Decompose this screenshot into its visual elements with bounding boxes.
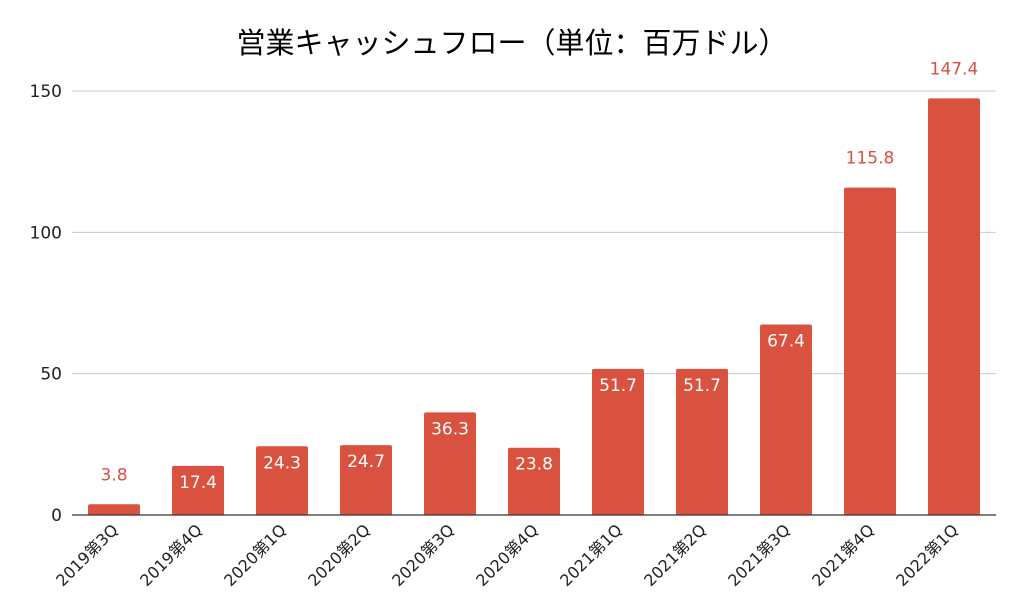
data-label: 24.3 [263,453,301,473]
data-label: 24.7 [347,452,385,472]
data-label: 147.4 [930,59,979,79]
x-tick-label: 2019第4Q [136,520,206,590]
bar [760,324,812,515]
y-tick-label: 150 [30,82,62,102]
y-axis: 0 50 100 150 [30,82,62,526]
y-tick-label: 100 [30,223,62,243]
data-label: 115.8 [846,149,895,169]
data-label: 36.3 [431,419,469,439]
bar [676,368,728,515]
x-tick-label: 2021第3Q [724,520,794,590]
x-tick-label: 2020第2Q [304,520,374,590]
x-tick-label: 2019第3Q [52,520,122,590]
data-label: 51.7 [599,376,637,396]
bars [88,98,980,515]
bar [88,504,140,515]
bar [172,465,224,515]
data-label: 23.8 [515,455,553,475]
bar [928,98,980,515]
bar [340,445,392,515]
x-tick-label: 2020第3Q [388,520,458,590]
chart-title: 営業キャッシュフロー（単位：百万ドル） [236,26,787,60]
bar [592,368,644,515]
bar [256,446,308,515]
x-tick-label: 2021第2Q [640,520,710,590]
x-axis: 2019第3Q 2019第4Q 2020第1Q 2020第2Q 2020第3Q 2020第… [52,514,996,590]
bar [844,187,896,515]
y-tick-label: 50 [40,365,62,385]
data-label: 3.8 [100,465,127,485]
bar [508,447,560,515]
gridlines [72,90,996,375]
x-tick-label: 2021第1Q [556,520,626,590]
data-label: 67.4 [767,331,805,351]
x-tick-label: 2020第4Q [472,520,542,590]
data-label: 51.7 [683,376,721,396]
x-tick-label: 2021第4Q [808,520,878,590]
y-tick-label: 0 [51,506,62,526]
data-label: 17.4 [179,473,217,493]
x-tick-label: 2020第1Q [220,520,290,590]
bar [424,412,476,515]
x-tick-label: 2022第1Q [892,520,962,590]
data-labels: 3.8 17.4 24.3 24.7 36.3 23.8 51.7 51.7 67.4 115.8… [100,59,978,492]
